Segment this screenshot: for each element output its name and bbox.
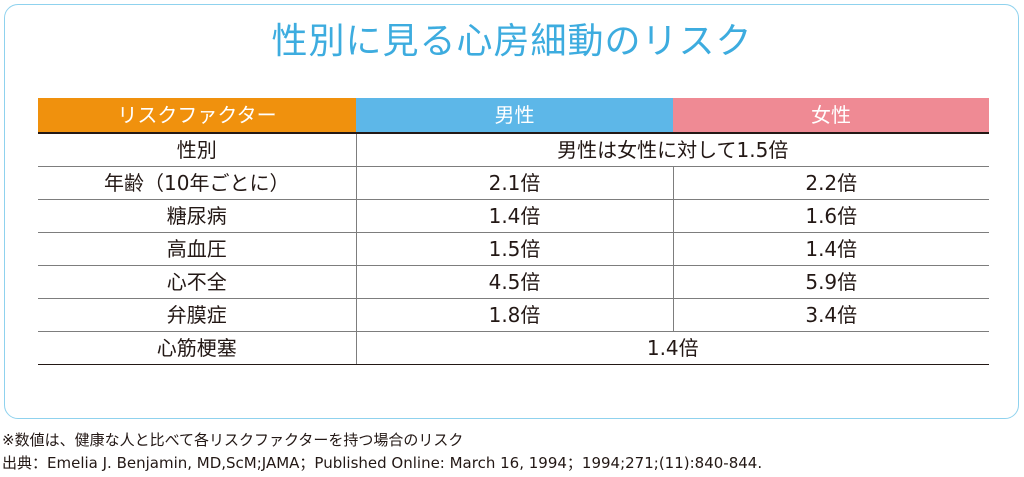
table-row: 心筋梗塞 1.4倍: [38, 331, 989, 365]
header-female: 女性: [673, 98, 989, 134]
risk-factor-cell: 心不全: [38, 265, 357, 299]
table-row: 心不全 4.5倍 5.9倍: [38, 265, 989, 299]
female-value-cell: 1.6倍: [673, 199, 989, 233]
table-row: 年齢（10年ごとに） 2.1倍 2.2倍: [38, 166, 989, 200]
source-citation: 出典：Emelia J. Benjamin, MD,ScM;JAMA；Publi…: [2, 454, 763, 472]
risk-factor-cell: 高血圧: [38, 232, 357, 266]
male-value-cell: 1.4倍: [356, 199, 674, 233]
table-row: 高血圧 1.5倍 1.4倍: [38, 232, 989, 266]
risk-factor-cell: 弁膜症: [38, 298, 357, 332]
risk-factor-cell: 心筋梗塞: [38, 331, 357, 365]
table-header-row: リスクファクター 男性 女性: [38, 98, 989, 134]
risk-table: リスクファクター 男性 女性 性別 男性は女性に対して1.5倍 年齢（10年ごと…: [38, 98, 989, 365]
header-male: 男性: [356, 98, 673, 134]
footnote: ※数値は、健康な人と比べて各リスクファクターを持つ場合のリスク: [2, 431, 464, 449]
male-value-cell: 4.5倍: [356, 265, 674, 299]
risk-factor-cell: 年齢（10年ごとに）: [38, 166, 357, 200]
male-value-cell: 2.1倍: [356, 166, 674, 200]
page-title: 性別に見る心房細動のリスク: [271, 21, 753, 62]
female-value-cell: 3.4倍: [673, 298, 989, 332]
header-risk-factor: リスクファクター: [38, 98, 356, 134]
female-value-cell: 2.2倍: [673, 166, 989, 200]
table-row: 弁膜症 1.8倍 3.4倍: [38, 298, 989, 332]
combined-value-cell: 1.4倍: [356, 331, 989, 365]
male-value-cell: 1.5倍: [356, 232, 674, 266]
table-row: 性別 男性は女性に対して1.5倍: [38, 133, 989, 167]
combined-value-cell: 男性は女性に対して1.5倍: [356, 133, 989, 167]
risk-factor-cell: 性別: [38, 133, 357, 167]
female-value-cell: 1.4倍: [673, 232, 989, 266]
risk-factor-cell: 糖尿病: [38, 199, 357, 233]
table-row: 糖尿病 1.4倍 1.6倍: [38, 199, 989, 233]
male-value-cell: 1.8倍: [356, 298, 674, 332]
female-value-cell: 5.9倍: [673, 265, 989, 299]
